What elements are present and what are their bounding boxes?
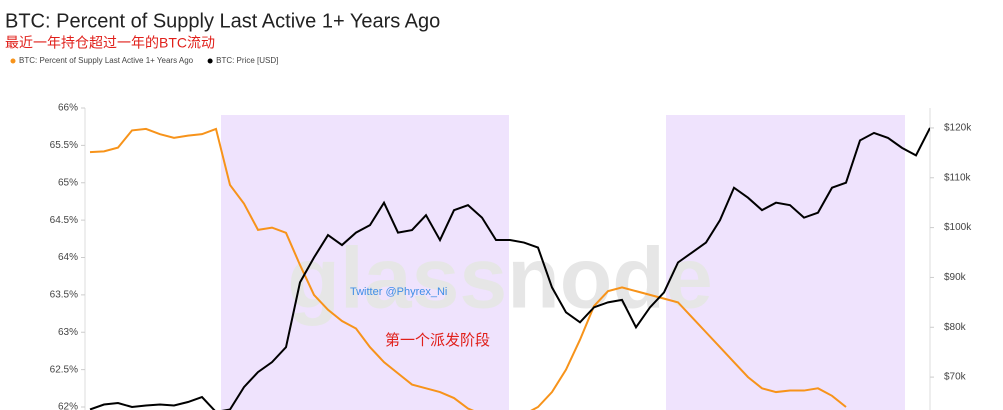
y2-tick-label: $70k [944,372,967,383]
y2-tick-label: $100k [944,222,972,233]
chart-title: BTC: Percent of Supply Last Active 1+ Ye… [5,10,440,32]
y2-tick-label: $80k [944,322,967,333]
y-tick-label: 63.5% [50,290,78,301]
legend: BTC: Percent of Supply Last Active 1+ Ye… [10,56,278,65]
series-line [89,127,847,410]
series-line [89,127,930,410]
y-tick-label: 64.5% [50,215,78,226]
legend-swatch [207,58,213,64]
legend-label: BTC: Percent of Supply Last Active 1+ Ye… [19,56,194,65]
highlight-region [666,115,905,410]
y-tick-label: 65.5% [50,140,78,151]
highlight-region [221,115,509,410]
legend-label: BTC: Price [USD] [216,56,278,65]
y-tick-label: 63% [58,327,78,338]
y2-tick-label: $110k [944,172,972,183]
y-tick-label: 66% [58,103,78,114]
watermark: glassnode [287,231,712,327]
y-tick-label: 62.5% [50,364,78,375]
legend-swatch [10,58,16,64]
annotation: Twitter @Phyrex_Ni [350,286,447,298]
y2-tick-label: $90k [944,272,967,283]
chart-subtitle: 最近一年持仓超过一年的BTC流动 [5,35,215,51]
y2-tick-label: $120k [944,123,972,134]
annotation: 第一个派发阶段 [385,331,490,349]
y-tick-label: 62% [58,402,78,410]
y-tick-label: 65% [58,177,78,188]
y-tick-label: 64% [58,252,78,263]
